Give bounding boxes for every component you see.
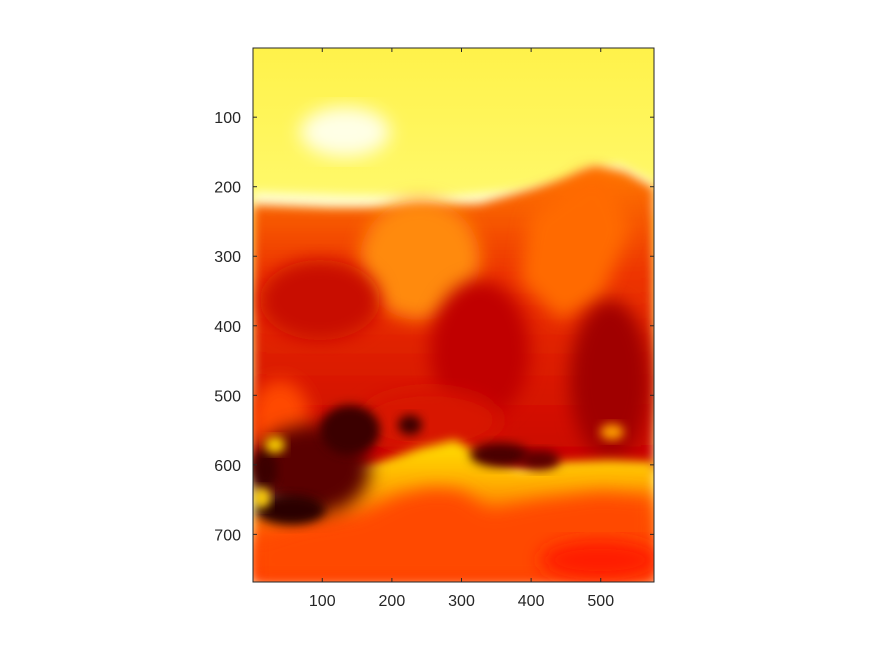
y-tick-label: 200 bbox=[214, 180, 241, 197]
y-tick-label: 500 bbox=[214, 388, 241, 405]
x-axis: 100 200 300 400 500 bbox=[309, 48, 614, 610]
x-tick-label: 400 bbox=[518, 593, 545, 610]
y-tick-label: 700 bbox=[214, 527, 241, 544]
y-tick-label: 600 bbox=[214, 458, 241, 475]
heatmap-image bbox=[253, 48, 654, 582]
y-axis: 100 200 300 400 500 600 700 bbox=[214, 110, 654, 544]
x-tick-label: 500 bbox=[587, 593, 614, 610]
x-tick-label: 100 bbox=[309, 593, 336, 610]
axes-box bbox=[252, 47, 655, 583]
x-tick-label: 300 bbox=[448, 593, 475, 610]
y-tick-label: 400 bbox=[214, 319, 241, 336]
y-tick-label: 300 bbox=[214, 249, 241, 266]
y-tick-label: 100 bbox=[214, 110, 241, 127]
x-tick-label: 200 bbox=[379, 593, 406, 610]
